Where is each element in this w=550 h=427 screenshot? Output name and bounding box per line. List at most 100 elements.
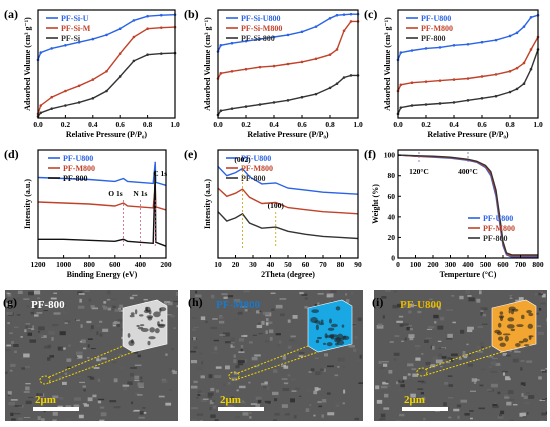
sem-grain [440, 316, 445, 321]
sem-grain [96, 324, 102, 327]
sem-grain [423, 417, 426, 421]
sem-grain [403, 376, 407, 380]
plot-frame [397, 149, 539, 259]
sem-grain [233, 372, 238, 375]
sem-grain [272, 369, 278, 373]
sem-sample-label: PF-U800 [400, 299, 442, 311]
sem-grain [17, 290, 23, 294]
sem-grain [280, 313, 285, 317]
sem-grain [237, 363, 244, 366]
sem-grain [410, 393, 416, 398]
sem-grain [202, 398, 209, 400]
sem-grain [33, 305, 38, 309]
sem-grain [434, 321, 437, 324]
sem-grain [539, 399, 546, 401]
inset-pore [158, 324, 165, 328]
sem-grain [504, 396, 510, 399]
sem-grain [137, 376, 143, 380]
sem-grain [287, 374, 291, 377]
sem-grain [385, 290, 392, 292]
sem-grain [394, 335, 400, 337]
x-tick-label: 200 [160, 260, 172, 269]
sem-grain [431, 345, 435, 350]
sem-grain [505, 376, 511, 381]
sem-grain [401, 340, 404, 342]
sem-grain [61, 347, 66, 350]
y-tick-label: 60 [388, 192, 396, 201]
inset-pore [127, 333, 131, 338]
sem-grain [271, 308, 275, 311]
sem-grain [231, 377, 238, 381]
data-point [529, 67, 533, 71]
sem-texture: PF-U800 2μm [374, 290, 547, 421]
inset-pore [128, 340, 135, 347]
sem-grain [210, 294, 215, 299]
sem-grain [446, 361, 450, 364]
sem-grain [90, 325, 94, 330]
sem-grain [13, 413, 21, 415]
plot-frame [37, 9, 176, 119]
legend-label: PF-Si-U [61, 14, 89, 23]
sem-grain [30, 311, 35, 315]
sem-grain [11, 340, 15, 344]
sem-grain [265, 321, 273, 325]
sem-grain [117, 323, 120, 328]
sem-grain [482, 323, 488, 325]
sem-grain [165, 402, 172, 406]
sem-grain [379, 367, 385, 370]
sem-grain [283, 382, 289, 385]
sem-grain [330, 290, 337, 293]
data-point [132, 19, 136, 22]
sem-grain [73, 404, 80, 408]
sem-grain [77, 305, 85, 309]
sem-grain [393, 358, 397, 361]
sem-grain [59, 331, 66, 336]
sem-grain [462, 353, 469, 357]
sem-grain [492, 405, 499, 409]
sem-grain [73, 364, 77, 369]
sem-grain [8, 402, 15, 406]
x-tick-label: 0.2 [241, 120, 251, 129]
sem-grain [191, 316, 197, 319]
y-tick-label: 80 [388, 171, 396, 180]
data-point [173, 25, 177, 29]
sem-grain [543, 307, 547, 312]
sem-grain [479, 384, 484, 387]
x-tick-label: 0.2 [421, 120, 431, 129]
sem-grain [200, 375, 205, 379]
data-point [244, 67, 248, 71]
sem-grain [207, 395, 213, 399]
sem-grain [237, 360, 245, 363]
sem-grain [125, 292, 132, 294]
sem-grain [119, 354, 122, 356]
x-tick-label: 0.8 [325, 120, 335, 129]
sem-grain [210, 414, 216, 418]
sem-grain [262, 311, 270, 315]
sem-grain [310, 368, 315, 372]
data-point [328, 17, 332, 20]
data-point [272, 64, 276, 68]
sem-grain [469, 410, 474, 412]
x-tick-label: 800 [84, 260, 96, 269]
sem-sample-label: PF-M800 [216, 299, 260, 311]
sem-grain [429, 364, 436, 368]
data-point [132, 59, 136, 63]
sem-grain [40, 418, 45, 421]
sem-grain [134, 375, 140, 380]
sem-grain [66, 358, 72, 362]
scale-bar-label: 2μm [35, 394, 56, 406]
sem-grain [47, 344, 52, 348]
x-tick-label: 1.0 [170, 120, 180, 129]
series-line-PF-M800 [397, 154, 538, 257]
sem-grain [11, 418, 16, 421]
inset-pore [499, 311, 504, 315]
sem-grain [452, 321, 456, 324]
sem-grain [470, 390, 477, 392]
sem-grain [459, 295, 464, 300]
sem-grain [249, 341, 253, 344]
data-point [36, 115, 40, 118]
sem-grain [44, 328, 51, 331]
sem-grain [50, 297, 57, 300]
sem-grain [96, 357, 100, 362]
sem-grain [281, 378, 288, 380]
